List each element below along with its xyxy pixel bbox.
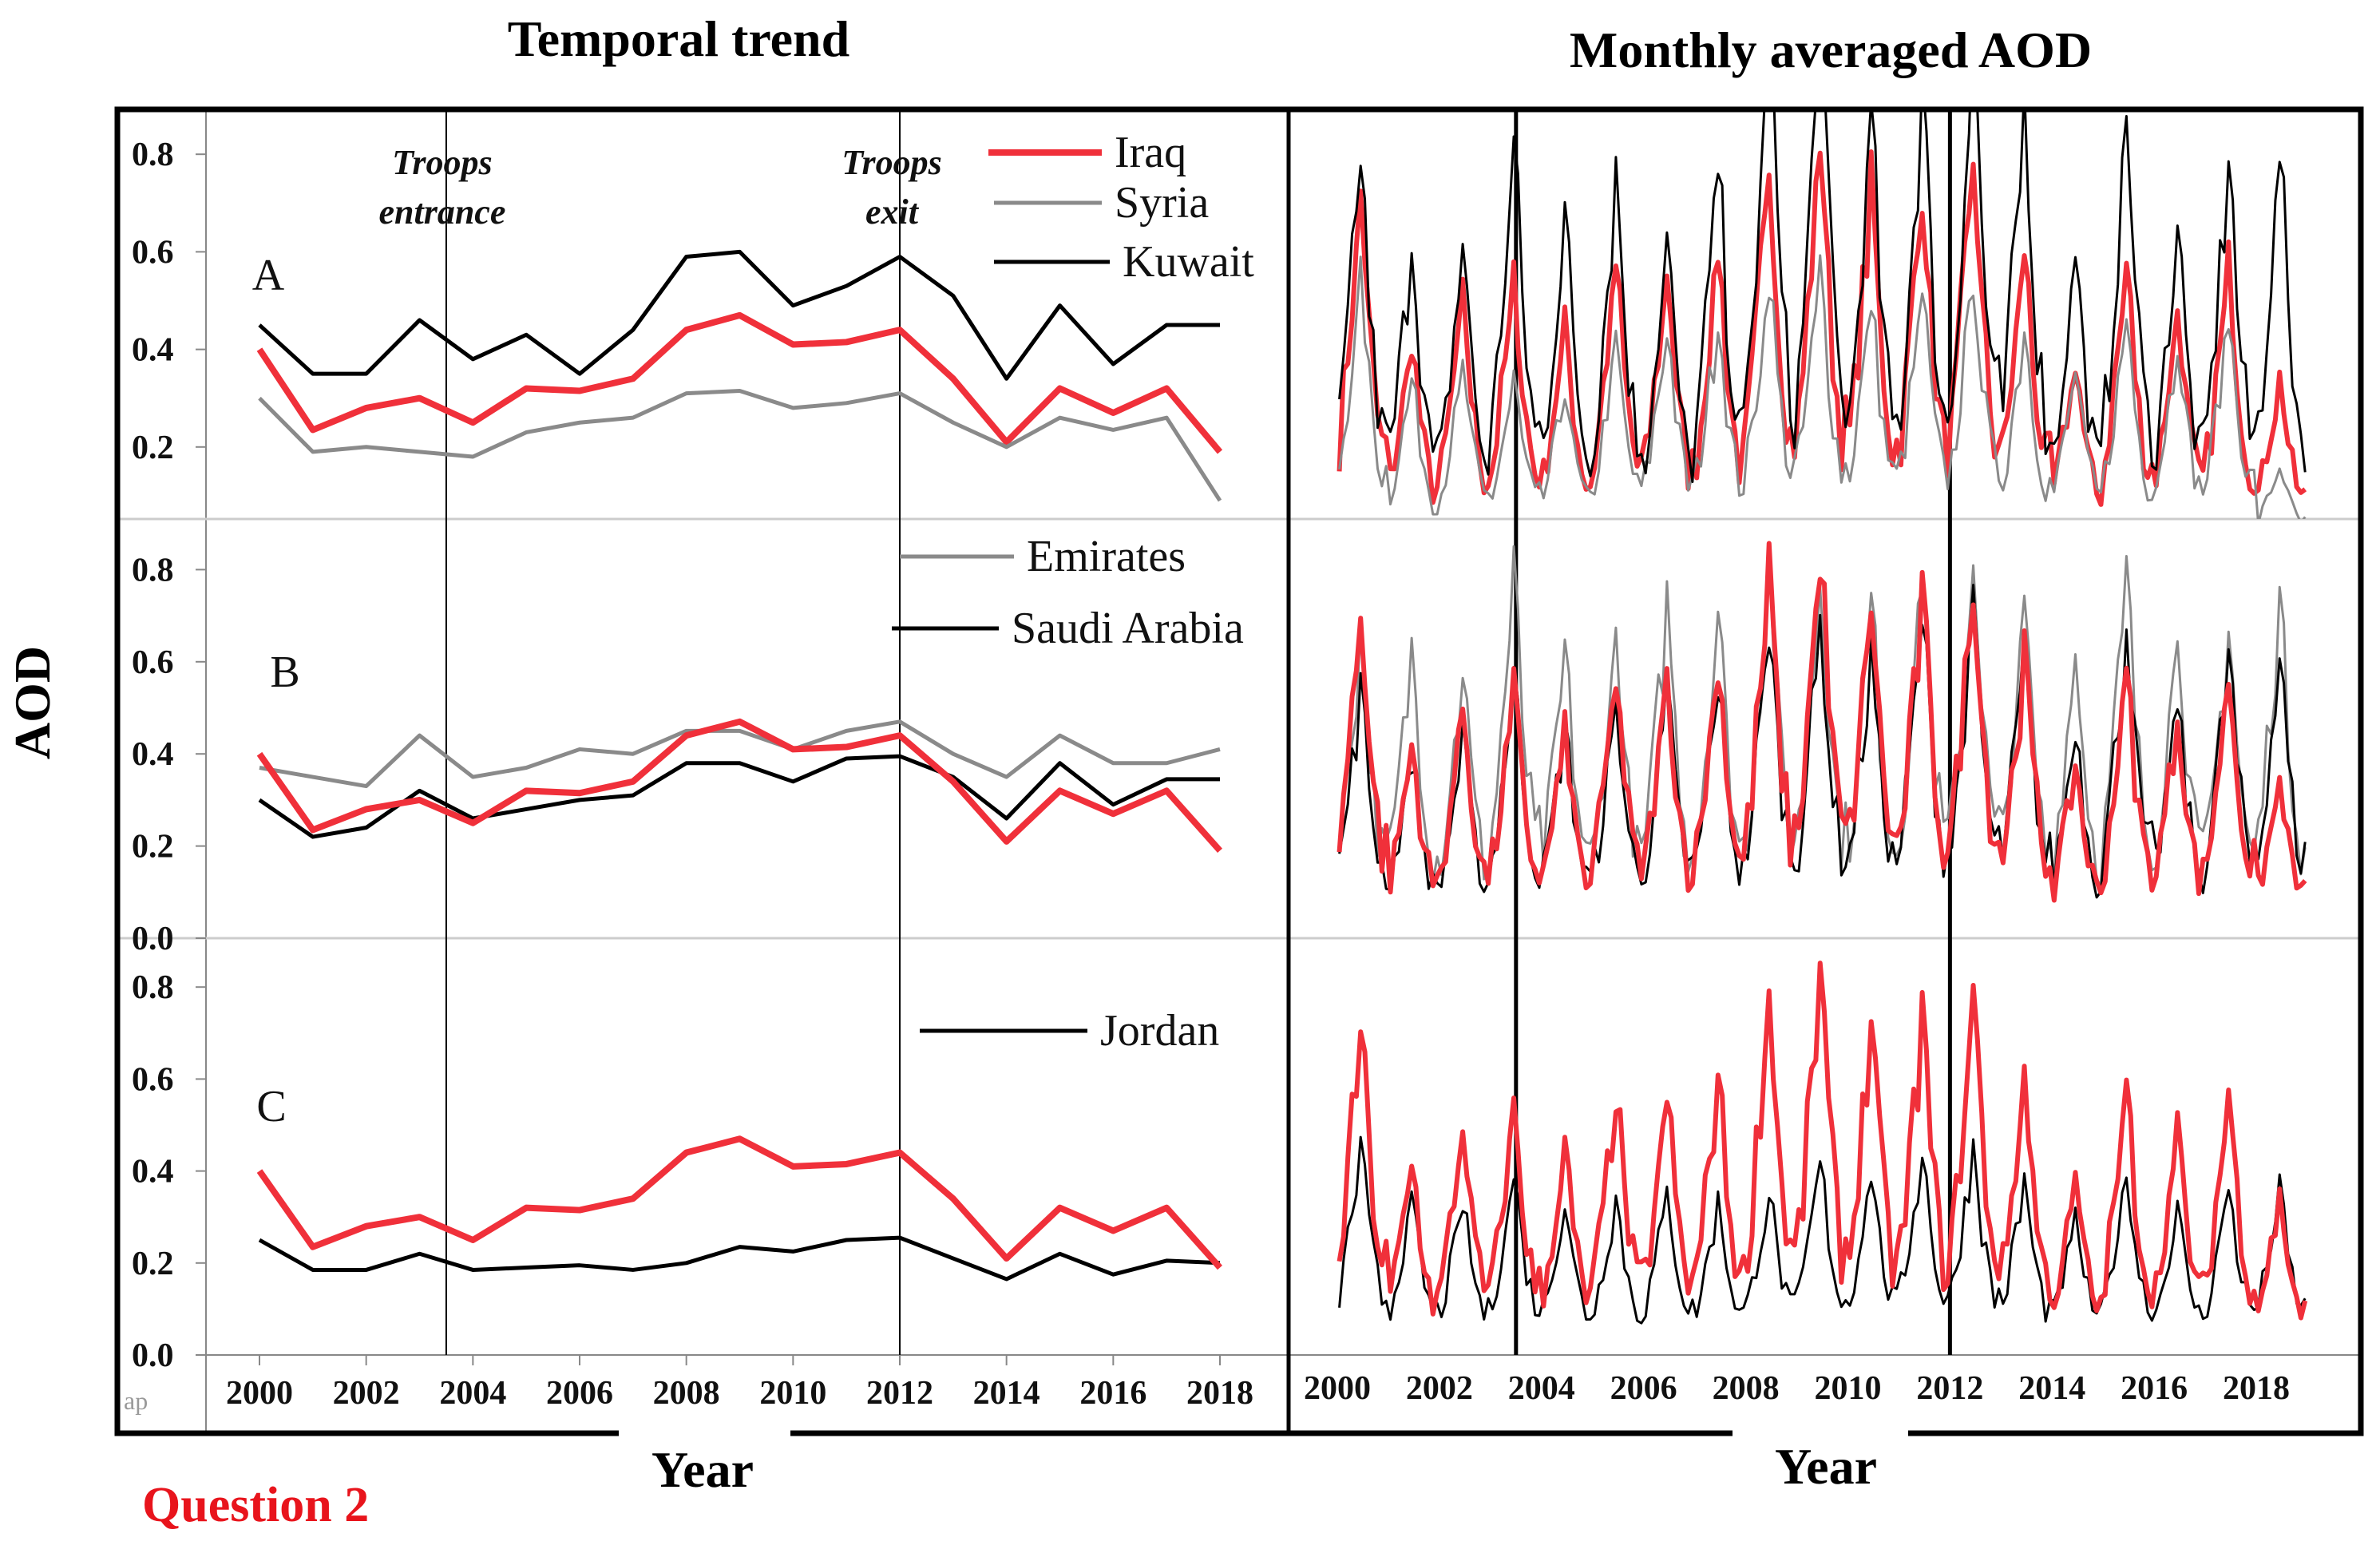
monthly-line-iraq: [1337, 961, 2308, 1321]
x-axis-label-left: Year: [651, 1441, 754, 1498]
troops-annotation: Troops: [392, 143, 493, 182]
panel-label: C: [256, 1082, 286, 1131]
x-tick-label-left: 2002: [333, 1375, 400, 1412]
x-tick-label-left: 2012: [866, 1375, 933, 1412]
y-tick-label: 0.0: [132, 921, 174, 957]
right-chart-title: Monthly averaged AOD: [1570, 22, 2092, 78]
x-tick-label-right: 2016: [2121, 1370, 2188, 1407]
left-chart-title: Temporal trend: [508, 10, 849, 67]
annual-line-iraq: [256, 718, 1222, 854]
panel-label: B: [270, 648, 299, 697]
x-tick-label-left: 2000: [226, 1375, 293, 1412]
y-tick-label: 0.4: [132, 1154, 174, 1191]
x-tick-label-left: 2014: [973, 1375, 1040, 1412]
x-tick-label-left: 2010: [759, 1375, 826, 1412]
y-tick-label: 0.4: [132, 332, 174, 369]
y-tick-label: 0.2: [132, 1246, 174, 1282]
legend-label-syria: Syria: [1115, 178, 1209, 228]
x-tick-label-right: 2018: [2223, 1370, 2290, 1407]
legend-label-iraq: Iraq: [1115, 128, 1186, 177]
stray-label: ap: [124, 1386, 148, 1415]
legend-label-saudi-arabia: Saudi Arabia: [1012, 604, 1244, 653]
x-tick-label-right: 2012: [1916, 1370, 1983, 1407]
x-tick-label-left: 2006: [546, 1375, 613, 1412]
monthly-line-syria: [1338, 254, 2307, 519]
annual-line-iraq: [256, 311, 1223, 454]
annual-line-jordan: [258, 1235, 1221, 1282]
y-tick-label: 0.6: [132, 644, 174, 681]
y-tick-label: 0.2: [132, 430, 174, 466]
y-tick-label: 0.8: [132, 552, 174, 588]
legend-label-jordan: Jordan: [1100, 1006, 1219, 1056]
legend-label-kuwait: Kuwait: [1123, 237, 1254, 287]
x-tick-label-right: 2008: [1713, 1370, 1780, 1407]
monthly-line-iraq: [1337, 149, 2307, 507]
x-tick-label-right: 2006: [1610, 1370, 1677, 1407]
y-tick-label: 0.8: [132, 137, 174, 173]
question-label: Question 2: [142, 1478, 369, 1532]
xlabel-gap-left: [619, 1423, 790, 1445]
y-tick-label: 0.8: [132, 969, 174, 1006]
y-tick-label: 0.4: [132, 736, 174, 773]
troops-annotation: exit: [865, 192, 920, 232]
x-tick-label-right: 2000: [1304, 1370, 1371, 1407]
x-axis-label-right: Year: [1775, 1438, 1877, 1495]
panel-label: A: [252, 251, 285, 300]
x-tick-label-right: 2014: [2018, 1370, 2085, 1407]
x-tick-label-left: 2004: [439, 1375, 506, 1412]
x-tick-label-right: 2002: [1406, 1370, 1473, 1407]
monthly-line-jordan: [1338, 1135, 2307, 1325]
troops-annotation: entrance: [378, 192, 505, 232]
x-tick-label-left: 2016: [1079, 1375, 1146, 1412]
x-tick-label-left: 2018: [1186, 1375, 1253, 1412]
troops-annotation: Troops: [842, 143, 942, 182]
x-tick-label-left: 2008: [653, 1375, 720, 1412]
plot-area: 2000 2000 2002 2002 2004 2004 2006 2006 2008 2008…: [120, 109, 2361, 1433]
y-tick-label: 0.0: [132, 1337, 174, 1374]
annual-line-iraq: [256, 1135, 1222, 1270]
annual-line-saudi-arabia: [258, 754, 1220, 839]
xlabel-gap-right: [1733, 1423, 1908, 1445]
legend-label-emirates: Emirates: [1027, 532, 1186, 581]
y-axis-label: AOD: [4, 646, 61, 759]
annual-line-kuwait: [258, 249, 1220, 381]
monthly-line-kuwait: [1338, 109, 2307, 483]
annual-line-emirates: [259, 719, 1221, 789]
x-tick-label-right: 2004: [1508, 1370, 1575, 1407]
outer-frame: [114, 106, 2364, 1436]
monthly-line-iraq: [1337, 541, 2307, 903]
y-tick-label: 0.2: [132, 829, 174, 866]
y-tick-label: 0.6: [132, 234, 174, 271]
x-tick-label-right: 2010: [1814, 1370, 1881, 1407]
annual-line-syria: [258, 389, 1222, 502]
y-tick-label: 0.6: [132, 1061, 174, 1098]
